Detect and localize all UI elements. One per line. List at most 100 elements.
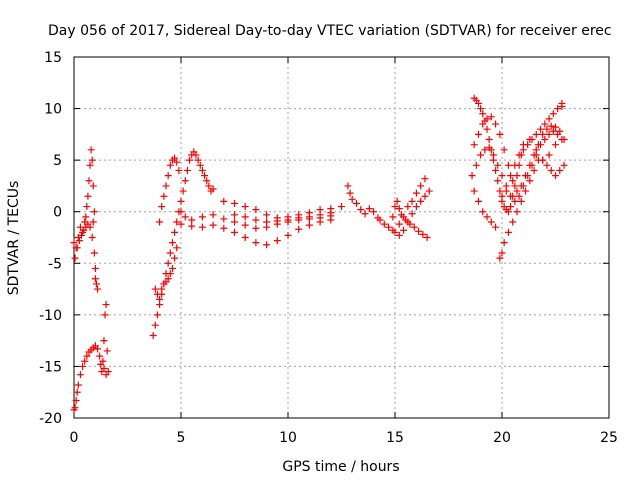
data-point-marker <box>541 120 549 128</box>
data-point-marker <box>421 175 429 183</box>
data-point-marker <box>166 161 174 169</box>
data-point-marker <box>474 99 482 107</box>
data-point-marker <box>181 213 189 221</box>
data-point-marker <box>517 197 525 205</box>
data-point-marker <box>344 182 352 190</box>
data-point-marker <box>492 120 500 128</box>
data-point-marker <box>487 218 495 226</box>
data-point-marker <box>186 156 194 164</box>
data-point-marker <box>524 172 532 180</box>
data-point-marker <box>537 141 545 149</box>
data-point-marker <box>94 285 102 293</box>
data-point-marker <box>194 156 202 164</box>
data-point-marker <box>545 151 553 159</box>
data-point-marker <box>479 110 487 118</box>
x-tick-label: 5 <box>177 430 186 446</box>
data-point-marker <box>522 187 530 195</box>
data-point-marker <box>198 223 206 231</box>
data-point-marker <box>220 224 228 232</box>
data-point-marker <box>519 182 527 190</box>
data-point-marker <box>348 195 356 203</box>
data-point-marker <box>166 270 174 278</box>
data-point-marker <box>177 220 185 228</box>
data-point-marker <box>479 120 487 128</box>
data-point-marker <box>83 352 91 360</box>
data-point-marker <box>164 259 172 267</box>
data-point-marker <box>554 105 562 113</box>
data-point-marker <box>231 228 238 236</box>
y-tick-label: 15 <box>44 50 62 66</box>
data-point-marker <box>545 130 553 138</box>
data-point-marker <box>88 234 96 241</box>
data-point-marker <box>507 172 515 180</box>
data-point-marker <box>201 172 209 180</box>
data-point-marker <box>496 130 504 138</box>
data-point-marker <box>498 172 506 180</box>
data-point-marker <box>504 161 512 169</box>
data-point-marker <box>181 177 189 185</box>
data-point-marker <box>515 151 523 159</box>
data-point-marker <box>552 123 559 131</box>
data-point-marker <box>149 331 157 339</box>
data-point-marker <box>209 185 217 193</box>
data-point-marker <box>252 239 260 247</box>
data-point-marker <box>395 205 403 213</box>
data-point-marker <box>87 146 95 154</box>
data-point-marker <box>102 301 110 309</box>
data-point-marker <box>487 113 495 121</box>
data-point-marker <box>168 239 176 247</box>
data-point-marker <box>507 203 515 211</box>
data-point-marker <box>158 285 166 293</box>
data-point-marker <box>485 144 493 152</box>
data-point-marker <box>415 227 423 235</box>
data-point-marker <box>380 220 388 228</box>
data-point-marker <box>477 105 485 113</box>
data-point-marker <box>492 166 500 174</box>
data-point-marker <box>241 203 249 211</box>
data-point-marker <box>393 197 401 205</box>
data-point-marker <box>385 223 393 231</box>
data-point-marker <box>158 203 166 211</box>
data-point-marker <box>474 197 482 205</box>
data-point-marker <box>530 166 538 174</box>
data-point-marker <box>539 130 547 138</box>
data-point-marker <box>151 285 159 293</box>
data-point-marker <box>91 275 99 283</box>
y-tick-label: -10 <box>39 308 62 324</box>
data-point-marker <box>395 231 403 239</box>
data-point-marker <box>76 371 84 379</box>
data-point-marker <box>284 231 292 239</box>
data-point-marker <box>177 197 185 205</box>
data-point-marker <box>532 130 540 138</box>
data-point-marker <box>511 182 519 190</box>
data-point-marker <box>558 99 566 107</box>
data-point-marker <box>73 388 81 396</box>
data-point-marker <box>168 264 176 272</box>
data-point-marker <box>504 228 512 236</box>
data-point-marker <box>100 337 108 345</box>
data-point-marker <box>164 172 172 180</box>
data-point-marker <box>417 182 425 190</box>
data-point-marker <box>70 239 78 247</box>
data-point-marker <box>153 290 161 298</box>
x-tick-label: 0 <box>70 430 79 446</box>
data-point-marker <box>509 177 517 185</box>
data-point-marker <box>504 208 512 216</box>
data-point-marker <box>89 182 97 190</box>
data-point-marker <box>102 371 110 379</box>
data-point-marker <box>86 223 94 231</box>
data-point-marker <box>552 172 559 180</box>
data-point-marker <box>79 362 87 370</box>
data-point-marker <box>511 197 519 205</box>
data-point-marker <box>376 216 384 224</box>
data-point-marker <box>231 218 238 226</box>
data-point-marker <box>391 203 399 211</box>
data-point-marker <box>419 230 427 238</box>
data-point-marker <box>203 177 211 185</box>
data-point-marker <box>77 231 85 239</box>
data-point-marker <box>558 136 566 144</box>
data-point-marker <box>500 146 508 154</box>
data-point-marker <box>90 208 98 216</box>
data-point-marker <box>100 364 108 372</box>
data-point-marker <box>99 357 107 365</box>
